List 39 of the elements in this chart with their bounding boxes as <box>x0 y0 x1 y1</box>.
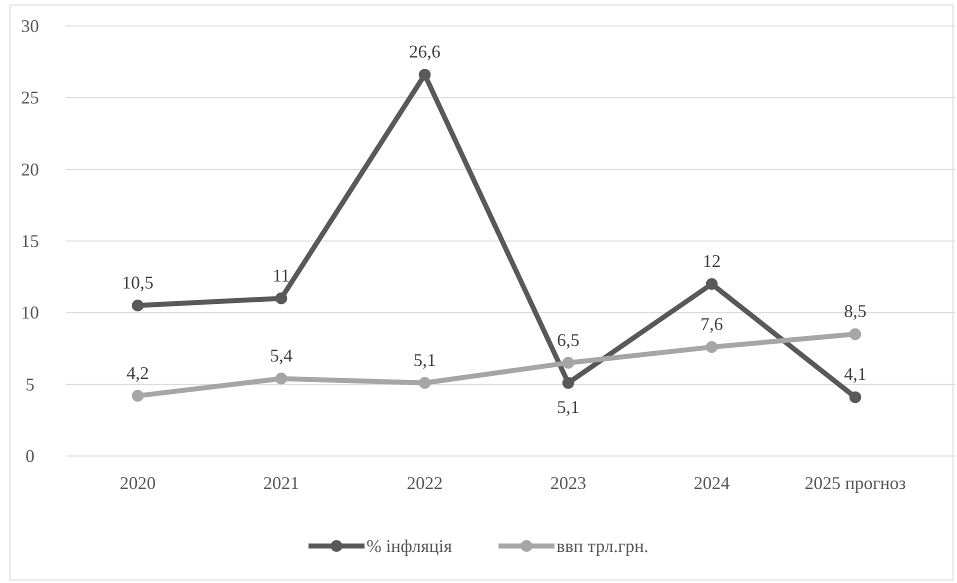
point <box>849 328 862 340</box>
x-tick-label: 2022 <box>406 473 443 493</box>
data-label: 7,6 <box>700 314 723 334</box>
y-tick-label: 25 <box>21 88 39 108</box>
point <box>275 372 288 385</box>
point <box>849 391 862 404</box>
data-label: 5,1 <box>414 350 436 370</box>
point <box>562 376 574 389</box>
data-label: 4,1 <box>844 364 866 384</box>
y-tick-label: 0 <box>26 446 34 466</box>
legend-label: % інфляція <box>366 536 452 556</box>
point <box>418 68 431 81</box>
point <box>562 356 574 369</box>
data-label: 6,5 <box>557 330 580 350</box>
data-label: 26,6 <box>409 42 440 62</box>
x-tick-label: 2023 <box>550 473 586 493</box>
x-tick-label: 2020 <box>120 473 156 493</box>
data-label: 11 <box>272 265 290 286</box>
point <box>706 278 718 290</box>
y-tick-label: 30 <box>21 16 39 36</box>
data-label: 12 <box>702 251 721 271</box>
x-tick-label: 2021 <box>263 473 300 493</box>
data-label: 4,2 <box>126 362 149 383</box>
y-tick-label: 10 <box>21 302 39 323</box>
x-tick-label: 2025 прогноз <box>804 473 906 493</box>
legend-label: ввп трл.грн. <box>556 536 648 556</box>
x-tick-label: 2024 <box>694 473 730 493</box>
data-label: 10,5 <box>122 272 154 292</box>
point <box>275 292 288 304</box>
y-tick-label: 15 <box>21 231 39 251</box>
point <box>418 376 431 389</box>
data-label: 5,1 <box>557 396 580 417</box>
point <box>132 390 144 402</box>
y-tick-label: 5 <box>26 374 34 394</box>
point <box>132 300 144 312</box>
data-label: 5,4 <box>270 346 292 366</box>
point <box>706 341 718 353</box>
data-label: 8,5 <box>844 301 866 322</box>
y-tick-label: 20 <box>21 159 39 180</box>
